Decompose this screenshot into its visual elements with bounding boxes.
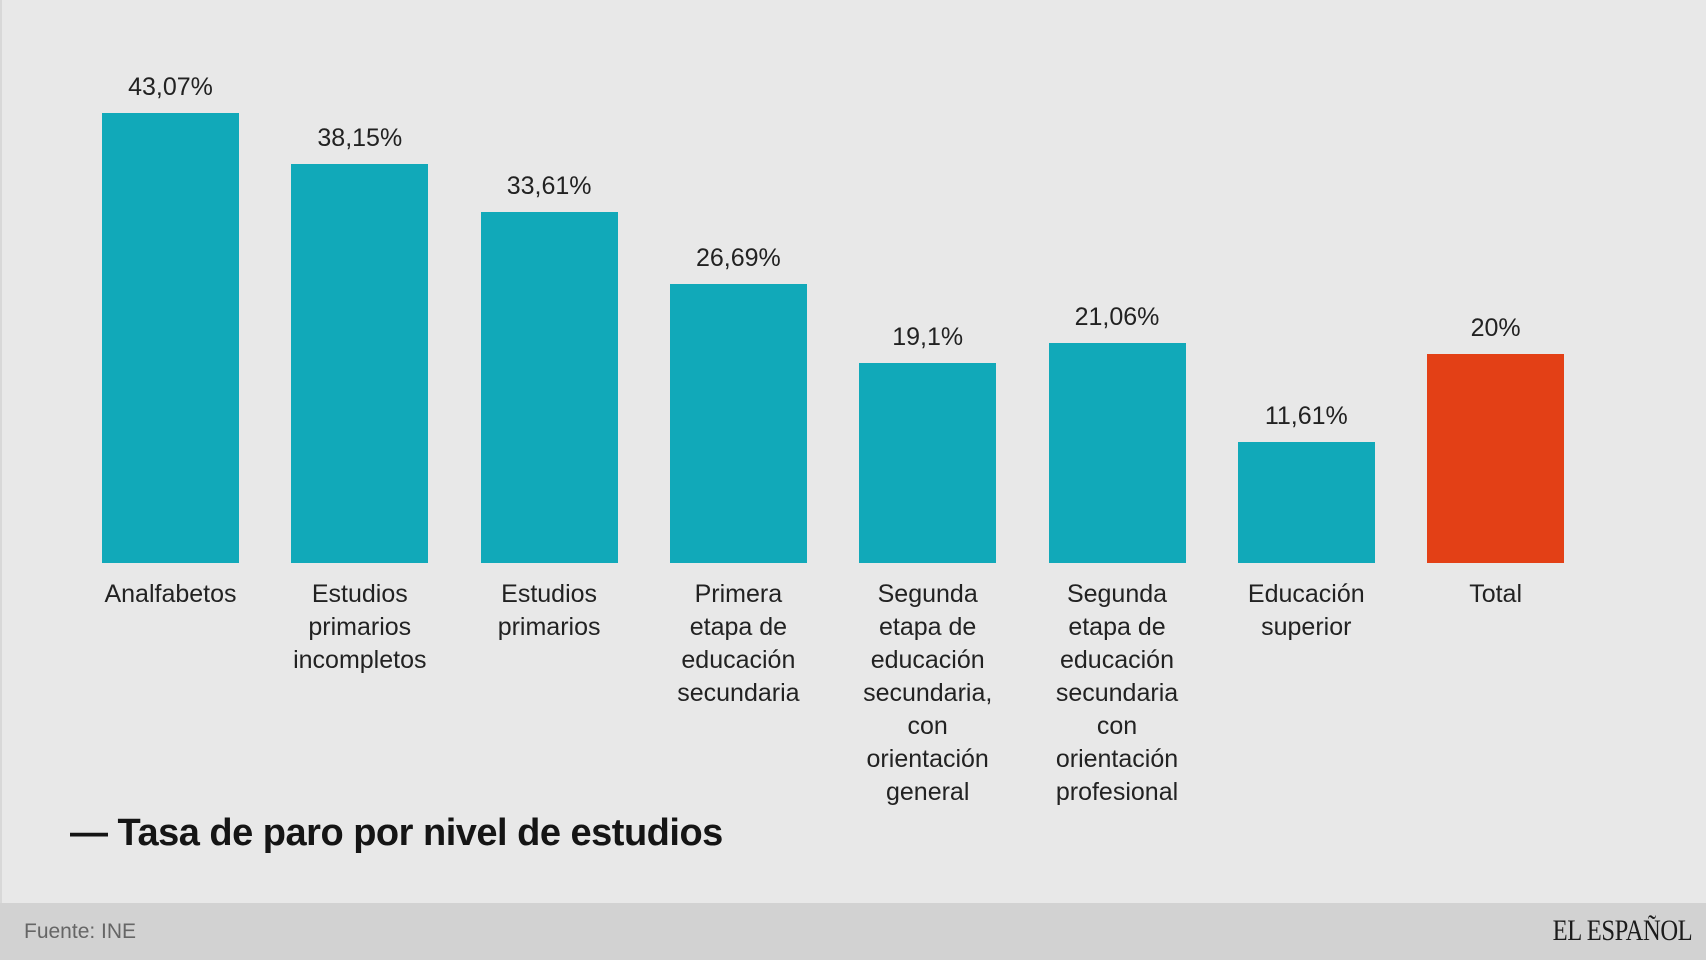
category-label-line: secundaria [677, 679, 800, 707]
bar-chart: 43,07% Analfabetos 38,15% Estudios primarios… [0, 0, 1591, 903]
category-label-line: educación [681, 646, 796, 674]
value-label-7: 20% [1470, 314, 1521, 343]
category-label-5: Segunda etapa de educación secundaria con ori… [1022, 578, 1212, 809]
category-label-line: primarios [497, 613, 601, 641]
category-label-7: Total [1401, 578, 1591, 611]
value-label-1: 38,15% [317, 124, 403, 153]
category-label-line: primarios [308, 613, 412, 641]
category-label-line: etapa de [879, 613, 977, 641]
category-label-line: secundaria, [863, 679, 993, 707]
value-label-5: 21,06% [1074, 302, 1160, 331]
category-label-0: Analfabetos [76, 578, 266, 611]
value-label-6: 11,61% [1264, 401, 1348, 430]
category-label-line: profesional [1055, 778, 1179, 806]
category-label-line: orientación [1055, 745, 1179, 773]
category-label-line: educación [870, 646, 985, 674]
category-label-1: Estudios primarios incompletos [265, 578, 455, 677]
bar-5 [1048, 342, 1186, 563]
value-label-0: 43,07% [128, 73, 213, 101]
category-label-line: con [1096, 712, 1138, 740]
category-label-line: general [885, 778, 970, 806]
value-label-4: 19,1% [892, 323, 964, 352]
bar-1 [291, 164, 429, 563]
category-label-line: etapa de [1068, 613, 1166, 641]
bar-3 [669, 284, 807, 563]
bar-2 [480, 211, 618, 563]
footer: Fuente: INE EL ESPAÑOL [0, 903, 1706, 960]
bar-0 [102, 113, 239, 563]
category-label-2: Estudios primarios [454, 578, 644, 644]
el-espanol-logo: EL ESPAÑOL [1552, 914, 1692, 947]
category-label-line: Educación [1247, 580, 1365, 608]
category-label-3: Primera etapa de educación secundaria [643, 578, 833, 710]
source-text: Fuente: INE [24, 920, 137, 943]
category-label-line: Analfabetos [104, 580, 237, 608]
category-label-line: etapa de [689, 613, 788, 641]
bar-7 [1427, 354, 1565, 563]
category-label-line: Primera [694, 580, 783, 608]
bar-6 [1237, 441, 1375, 563]
category-label-line: orientación [866, 745, 989, 773]
category-label-line: Estudios [311, 580, 408, 608]
category-label-line: Total [1469, 580, 1522, 608]
category-label-line: Estudios [501, 580, 598, 608]
category-label-line: educación [1060, 646, 1174, 674]
category-label-line: con [907, 712, 948, 740]
category-label-4: Segunda etapa de educación secundaria, con or… [833, 578, 1023, 809]
bar-4 [859, 363, 997, 563]
category-label-6: Educación superior [1211, 578, 1401, 644]
value-label-3: 26,69% [695, 244, 781, 273]
category-label-line: superior [1261, 613, 1352, 641]
value-label-2: 33,61% [506, 171, 592, 200]
category-label-line: incompletos [293, 646, 427, 674]
category-label-line: secundaria [1055, 679, 1179, 707]
chart-title: — Tasa de paro por nivel de estudios [70, 812, 723, 854]
category-label-line: Segunda [877, 580, 978, 608]
category-label-line: Segunda [1066, 580, 1168, 608]
